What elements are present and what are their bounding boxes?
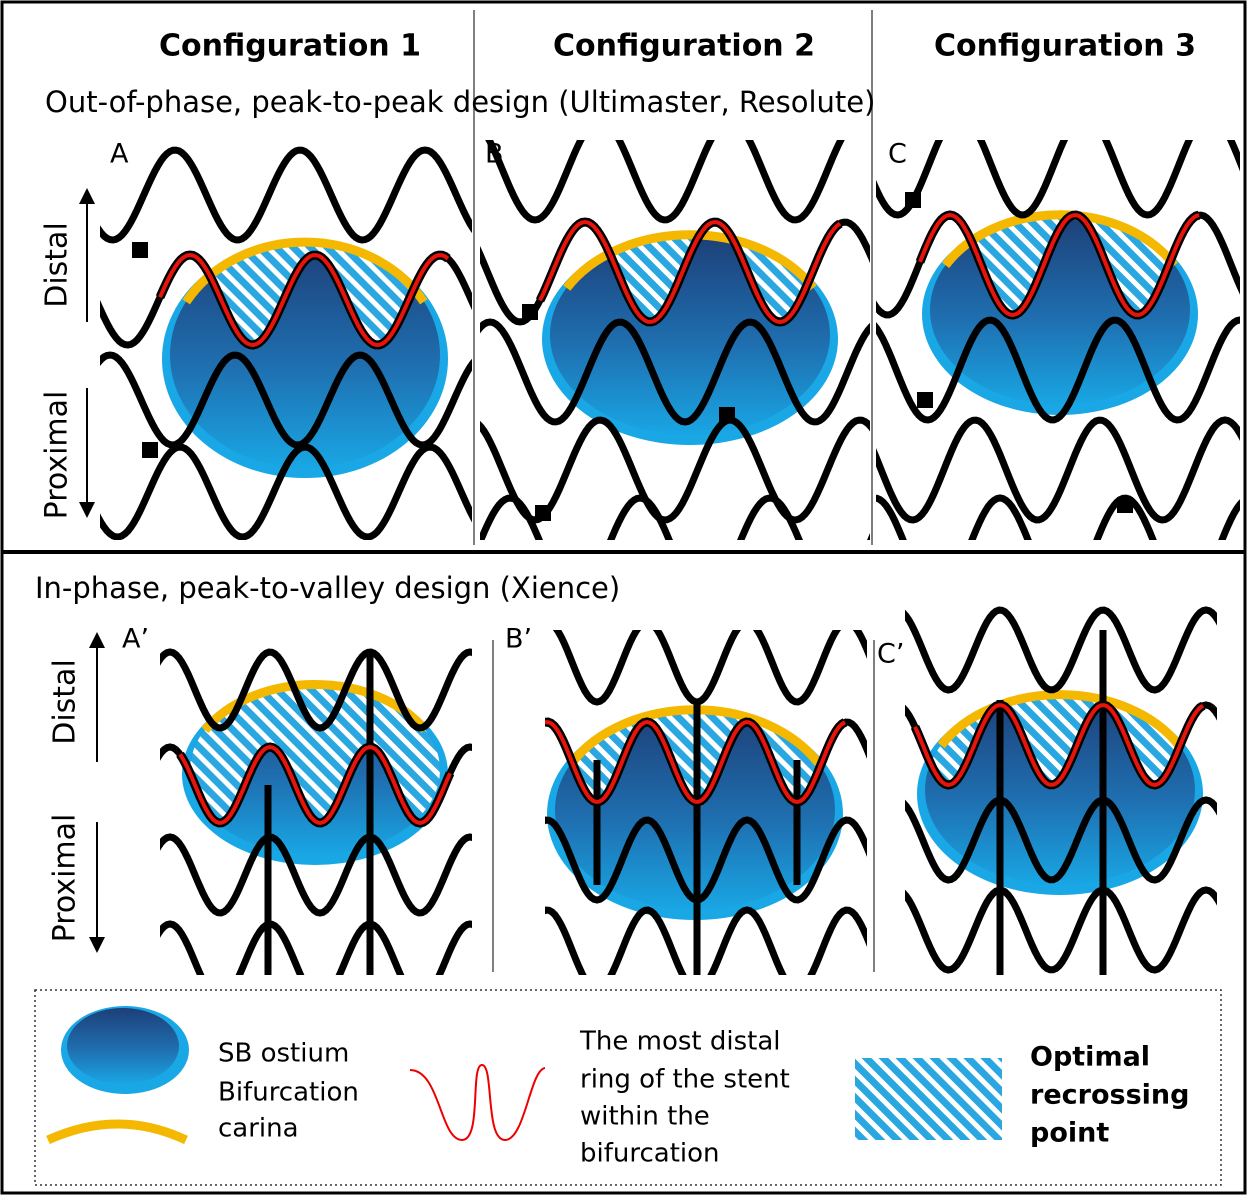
distal-ring xyxy=(913,703,1205,788)
panel-label: B xyxy=(485,139,504,170)
axis-label: Distal xyxy=(40,222,75,308)
legend-text: The most distal xyxy=(579,1027,780,1057)
strut-ring xyxy=(876,140,1240,219)
legend-text: bifurcation xyxy=(580,1139,720,1169)
carina xyxy=(937,690,1183,749)
strut-ring xyxy=(876,416,1240,524)
panels xyxy=(100,140,1240,975)
strut-ring xyxy=(480,318,870,426)
legend-text: within the xyxy=(580,1102,710,1132)
axis-label: Distal xyxy=(48,659,83,745)
distal-ring xyxy=(538,219,842,325)
hatch-group xyxy=(190,685,440,823)
strut-ring xyxy=(480,494,870,540)
panel-label: C’ xyxy=(877,639,904,670)
legend-ring xyxy=(409,1063,546,1142)
distal-ring xyxy=(178,744,452,826)
strut-ring xyxy=(905,886,1217,974)
panel-label: C xyxy=(888,139,907,170)
legend-text: Optimal xyxy=(1030,1042,1150,1073)
panel xyxy=(480,140,870,540)
strut-ring xyxy=(100,443,472,540)
link xyxy=(719,407,735,423)
legend-text: point xyxy=(1030,1118,1109,1149)
panel xyxy=(100,146,472,540)
strut-ring xyxy=(100,351,472,449)
link xyxy=(1117,497,1133,513)
column-header: Configuration 1 xyxy=(159,29,421,64)
strut-ring xyxy=(552,630,867,706)
panel xyxy=(160,648,472,975)
legend-text: ring of the stent xyxy=(580,1065,790,1095)
column-header: Configuration 2 xyxy=(553,29,815,64)
axis-label: Proximal xyxy=(40,391,75,520)
optimal-recrossing xyxy=(190,685,440,823)
distal-ring xyxy=(918,212,1200,318)
strut-ring xyxy=(100,146,472,244)
legend-carina xyxy=(46,1119,188,1145)
strut-ring xyxy=(905,606,1217,694)
strut-ring xyxy=(160,648,472,732)
carina xyxy=(563,230,817,291)
link xyxy=(535,505,551,521)
link xyxy=(142,442,158,458)
strut-ring xyxy=(485,140,845,224)
strut-ring xyxy=(545,906,867,975)
distal-ring xyxy=(545,719,846,805)
link xyxy=(132,242,148,258)
legend-ostium xyxy=(67,1008,179,1084)
section-title: In-phase, peak-to-valley design (Xience) xyxy=(35,571,620,605)
panel xyxy=(905,606,1217,975)
section-title: Out-of-phase, peak-to-peak design (Ultim… xyxy=(45,85,875,119)
strut-ring xyxy=(160,920,472,975)
legend-text: SB ostium xyxy=(218,1039,349,1069)
link xyxy=(917,392,933,408)
strut-ring xyxy=(876,316,1240,424)
axis-label: Proximal xyxy=(48,814,83,943)
panel xyxy=(876,140,1240,540)
legend-text: carina xyxy=(218,1114,299,1144)
panel-label: A xyxy=(110,139,129,170)
panel-label: A’ xyxy=(122,624,149,655)
strut-ring xyxy=(905,796,1217,884)
link xyxy=(905,192,921,208)
legend-hatch xyxy=(855,1058,1002,1140)
panel-label: B’ xyxy=(505,624,532,655)
legend-text: recrossing xyxy=(1030,1080,1189,1111)
strut-ring xyxy=(545,816,867,904)
panel xyxy=(545,630,867,975)
column-header: Configuration 3 xyxy=(934,29,1196,64)
distal-ring xyxy=(158,252,450,348)
legend-text: Bifurcation xyxy=(218,1078,359,1108)
link xyxy=(522,304,538,320)
strut-ring xyxy=(160,833,472,917)
